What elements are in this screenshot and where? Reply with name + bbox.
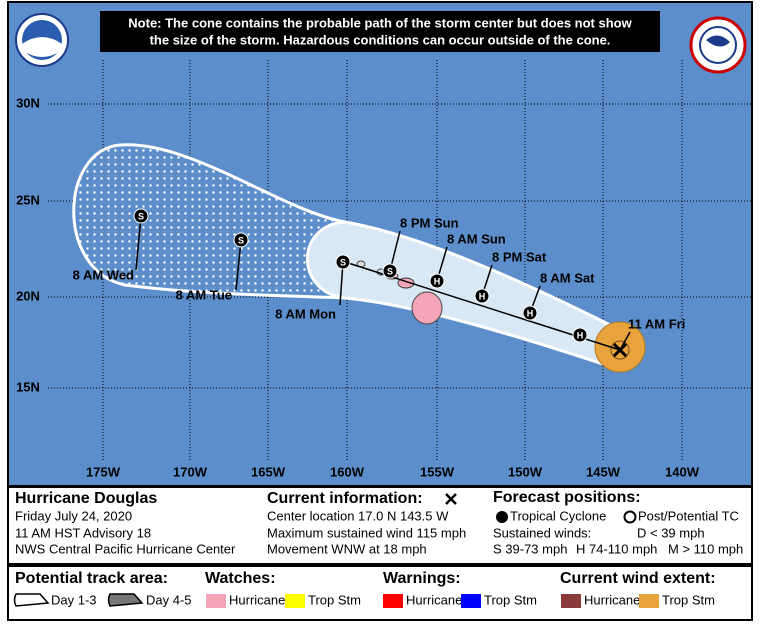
tropical-label: Tropical Cyclone xyxy=(510,508,606,523)
forecast-point xyxy=(429,273,445,289)
note-line: Note: The cone contains the probable pat… xyxy=(128,15,632,30)
nws-logo xyxy=(689,16,747,74)
storm-center: NWS Central Pacific Hurricane Center xyxy=(15,541,236,556)
hurricane-warning-swatch xyxy=(383,594,403,608)
hurricane-wind-swatch xyxy=(561,594,581,608)
cone-day-4-5 xyxy=(72,143,352,300)
forecast-point xyxy=(335,254,351,270)
wind-class: H 74-110 mph xyxy=(576,541,657,556)
legend-heading: Current wind extent: xyxy=(560,570,716,587)
forecast-point xyxy=(233,232,249,248)
legend-label: Trop Stm xyxy=(484,592,537,607)
day13-swatch xyxy=(13,593,50,607)
longitude-label: 145W xyxy=(586,464,621,479)
forecast-point xyxy=(382,263,398,279)
day45-swatch xyxy=(107,593,144,607)
post-symbol xyxy=(623,510,637,524)
forecast-symbol: S xyxy=(387,266,393,276)
forecast-time-label: 8 PM Sun xyxy=(400,215,459,230)
longitude-label: 175W xyxy=(86,464,121,479)
forecast-symbol: S xyxy=(340,257,346,267)
longitude-label: 160W xyxy=(330,464,365,479)
tropical-symbol xyxy=(496,511,508,523)
legend-panel xyxy=(7,565,753,621)
latitude-label: 30N xyxy=(16,95,40,110)
latitude-label: 25N xyxy=(16,192,40,207)
forecast-time-label: 8 AM Tue xyxy=(176,287,232,302)
forecast-point xyxy=(572,327,588,343)
ts-watch-swatch xyxy=(285,594,305,608)
forecast-symbol: S xyxy=(138,211,144,221)
forecast-time-label: 8 AM Wed xyxy=(73,267,134,282)
legend-heading: Potential track area: xyxy=(15,570,168,587)
info-panel xyxy=(7,486,753,565)
storm-advisory: 11 AM HST Advisory 18 xyxy=(15,525,151,540)
post-label: Post/Potential TC xyxy=(638,508,739,523)
current-time-label: 11 AM Fri xyxy=(628,316,685,331)
ts-wind-swatch xyxy=(639,594,659,608)
wind-class: D < 39 mph xyxy=(637,525,705,540)
forecast-point xyxy=(474,288,490,304)
noaa-logo xyxy=(15,13,69,67)
legend-heading: Watches: xyxy=(205,570,276,587)
latitude-label: 15N xyxy=(16,379,40,394)
forecast-symbol: H xyxy=(479,291,486,301)
longitude-label: 165W xyxy=(251,464,286,479)
leader-line xyxy=(235,239,242,291)
legend-heading: Warnings: xyxy=(383,570,461,587)
current-info-heading: Current information: xyxy=(267,490,423,507)
forecast-time-label: 8 AM Sun xyxy=(447,231,506,246)
forecast-time-label: 8 AM Mon xyxy=(275,306,336,321)
longitude-label: 140W xyxy=(665,464,700,479)
legend-label: Trop Stm xyxy=(308,592,361,607)
ts-warning-swatch xyxy=(461,594,481,608)
forecast-symbol: S xyxy=(238,235,244,245)
longitude-label: 155W xyxy=(420,464,455,479)
leader-line xyxy=(619,331,631,351)
forecast-time-label: 8 AM Sat xyxy=(540,270,595,285)
storm-date: Friday July 24, 2020 xyxy=(15,508,132,523)
current-position: 11 AM Fri xyxy=(612,316,685,358)
legend-label: Day 4-5 xyxy=(146,592,192,607)
storm-name: Hurricane Douglas xyxy=(15,490,157,507)
forecast-symbol: H xyxy=(527,308,534,318)
legend-label: Hurricane xyxy=(229,592,285,607)
legend-label: Hurricane xyxy=(406,592,462,607)
forecast-symbol: H xyxy=(434,276,441,286)
legend-label: Hurricane xyxy=(584,592,640,607)
forecast-symbol: H xyxy=(577,330,584,340)
longitude-label: 170W xyxy=(173,464,208,479)
legend-label: Day 1-3 xyxy=(51,592,97,607)
legend-label: Trop Stm xyxy=(662,592,715,607)
hurricane-watch-swatch xyxy=(206,594,226,608)
longitude-label: 150W xyxy=(508,464,543,479)
winds-heading: Sustained winds: xyxy=(493,525,591,540)
current-movement: Movement WNW at 18 mph xyxy=(267,541,427,556)
note-box xyxy=(100,11,660,52)
current-wind: Maximum sustained wind 115 mph xyxy=(267,525,466,540)
leader-line xyxy=(135,215,142,271)
wind-class: S 39-73 mph xyxy=(493,541,567,556)
latitude-label: 20N xyxy=(16,288,40,303)
forecast-track: H 8 AM Sat H 8 PM Sat H 8 AM Sun H 8 PM Sun S 8 A… xyxy=(73,208,595,343)
forecast-time-label: 8 PM Sat xyxy=(492,249,547,264)
forecast-heading: Forecast positions: xyxy=(493,489,641,506)
forecast-point xyxy=(133,208,149,224)
wind-class: M > 110 mph xyxy=(668,541,743,556)
current-location: Center location 17.0 N 143.5 W xyxy=(267,508,449,523)
island-hawaii xyxy=(411,291,443,325)
note-line: the size of the storm. Hazardous conditi… xyxy=(150,32,611,47)
current-x-legend xyxy=(445,493,457,505)
forecast-point xyxy=(522,305,538,321)
